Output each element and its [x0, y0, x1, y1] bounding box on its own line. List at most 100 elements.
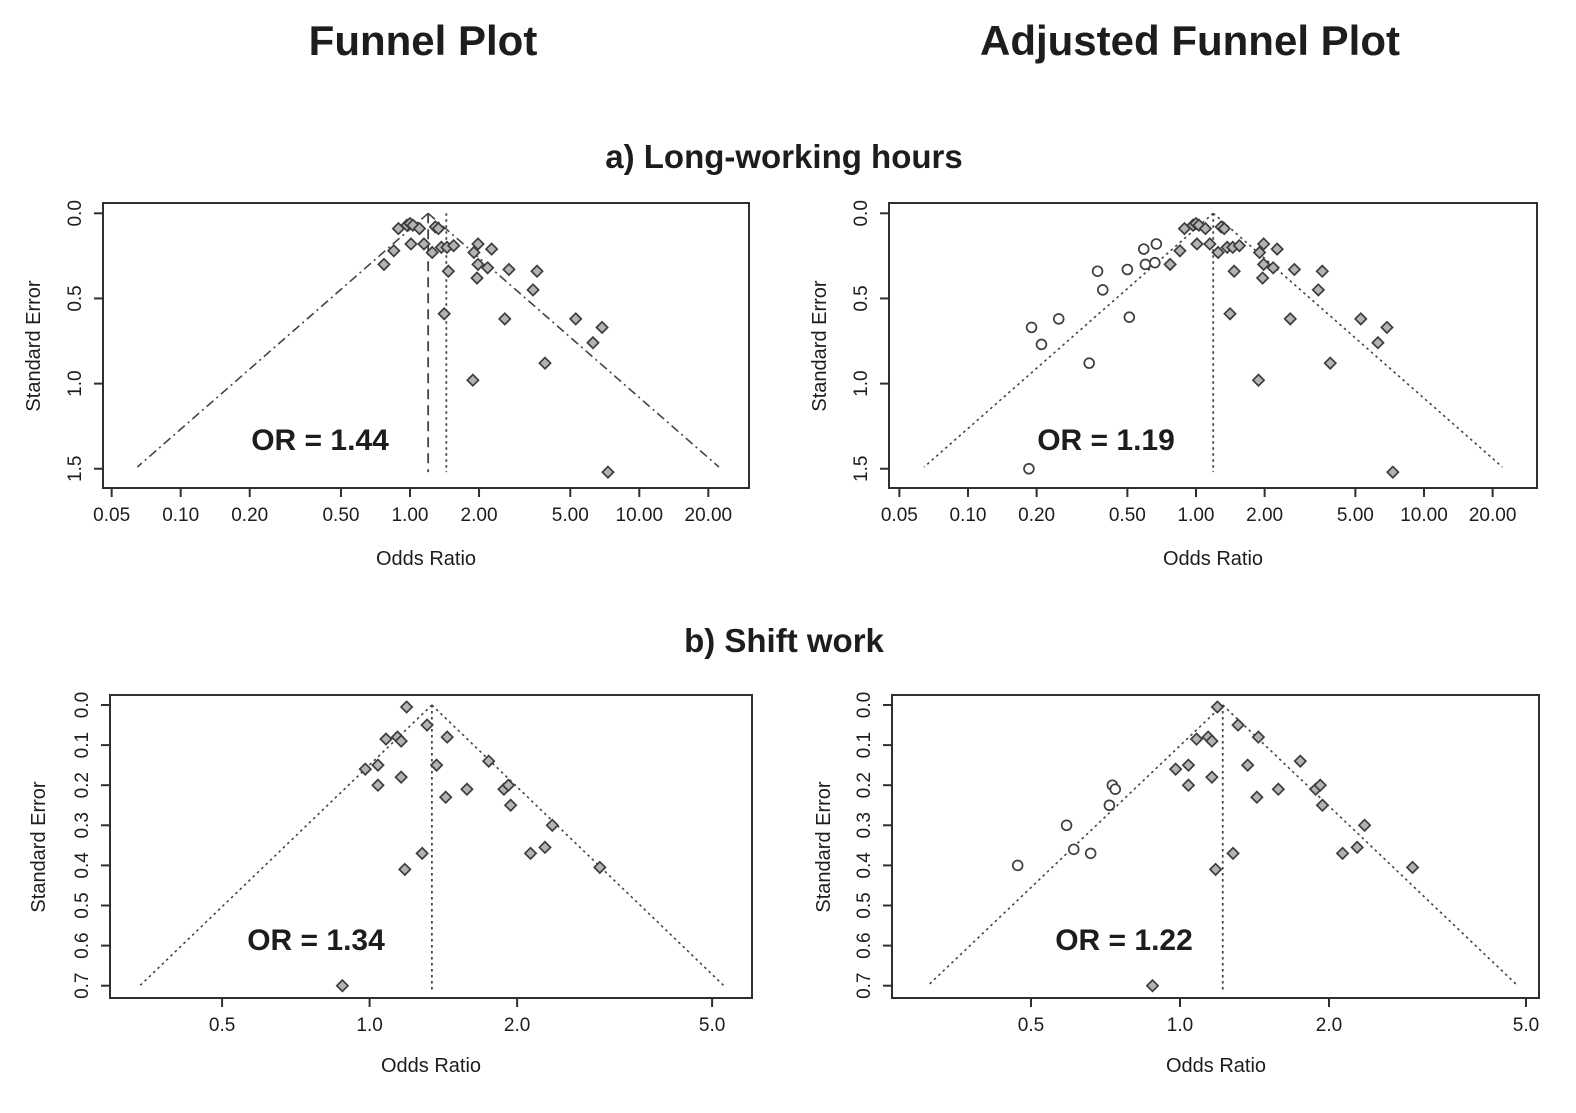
imputed-point-circle	[1123, 311, 1136, 323]
study-point-diamond	[1205, 734, 1219, 748]
study-point-diamond	[399, 700, 414, 714]
imputed-point-circle	[1139, 258, 1152, 271]
study-point-diamond	[429, 758, 444, 772]
y-tick-label: 0.5	[65, 285, 86, 311]
y-tick-label: 0.0	[854, 692, 875, 718]
study-point-diamond	[1250, 790, 1264, 805]
y-tick-label: 0.5	[854, 892, 875, 918]
x-tick-label: 10.00	[616, 505, 664, 526]
or-estimate-label: OR = 1.19	[1037, 424, 1175, 457]
study-point-diamond	[1315, 264, 1330, 279]
study-point-diamond	[586, 335, 600, 350]
study-point-diamond	[406, 218, 420, 233]
x-tick-label: 1.0	[1167, 1015, 1193, 1036]
study-point-diamond	[438, 790, 453, 805]
imputed-point-circle	[1138, 243, 1150, 255]
study-point-diamond	[460, 782, 474, 797]
study-point-diamond	[1283, 312, 1298, 326]
imputed-point-circle	[1025, 321, 1038, 334]
imputed-point-circle	[1060, 819, 1073, 832]
study-point-diamond	[593, 860, 607, 875]
imputed-point-circle	[1121, 263, 1134, 276]
x-tick-label: 2.00	[461, 505, 498, 526]
study-point-diamond	[1192, 218, 1206, 233]
y-tick-label: 1.0	[65, 370, 86, 396]
section-title-shift-work: b) Shift work	[684, 622, 884, 659]
x-tick-label: 5.0	[699, 1015, 725, 1036]
imputed-point-circle	[1011, 859, 1024, 872]
study-point-diamond	[358, 762, 373, 776]
y-tick-label: 0.0	[851, 200, 872, 226]
x-axis-title: Odds Ratio	[376, 548, 476, 570]
study-point-diamond	[545, 818, 560, 833]
study-point-diamond	[568, 312, 583, 326]
study-point-diamond	[1205, 770, 1219, 784]
study-point-diamond	[1386, 465, 1400, 479]
x-tick-label: 5.0	[1513, 1015, 1539, 1036]
y-tick-label: 1.5	[851, 456, 872, 482]
study-point-diamond	[471, 237, 485, 251]
imputed-point-circle	[1103, 799, 1116, 811]
study-point-diamond	[538, 840, 552, 855]
plot-adjusted-funnel-long-working-hours: 0.05 0.10 0.20 0.50 1.00 2.00 5.00 10.00 20.00 0.…	[851, 200, 1538, 526]
study-point-diamond	[1313, 778, 1328, 793]
study-point-diamond	[417, 237, 431, 251]
study-point-diamond	[425, 245, 440, 260]
study-point-diamond	[1217, 221, 1232, 236]
study-point-diamond	[538, 356, 552, 370]
x-tick-label: 10.00	[1400, 505, 1448, 526]
x-tick-label: 0.05	[881, 505, 918, 526]
or-estimate-label: OR = 1.34	[247, 924, 385, 957]
imputed-point-circle	[1052, 313, 1065, 325]
section-title-long-working-hours: a) Long-working hours	[605, 138, 962, 175]
y-tick-label: 0.3	[72, 812, 93, 838]
imputed-point-circle	[1083, 357, 1095, 369]
study-point-diamond	[1335, 846, 1350, 861]
study-point-diamond	[1231, 718, 1245, 732]
study-point-diamond	[398, 862, 412, 877]
study-point-diamond	[437, 306, 452, 321]
y-axis-title: Standard Error	[23, 280, 45, 412]
y-tick-label: 0.0	[65, 200, 86, 226]
y-tick-label: 0.6	[854, 932, 875, 958]
study-point-diamond	[1252, 245, 1267, 260]
y-tick-label: 0.5	[72, 892, 93, 918]
x-tick-label: 0.20	[1018, 505, 1055, 526]
x-tick-label: 2.0	[504, 1015, 530, 1036]
study-point-diamond	[1380, 320, 1394, 335]
study-point-diamond	[1323, 356, 1338, 370]
imputed-point-circle	[1109, 783, 1122, 795]
x-tick-label: 0.10	[162, 505, 199, 526]
study-point-diamond	[1210, 700, 1225, 714]
study-point-diamond	[1371, 335, 1385, 350]
study-point-diamond	[503, 798, 518, 813]
y-tick-label: 0.7	[854, 972, 875, 998]
funnel-line-right	[1212, 212, 1503, 468]
study-point-diamond	[1145, 978, 1160, 993]
study-point-diamond	[1181, 778, 1196, 793]
study-point-diamond	[1353, 312, 1368, 326]
study-point-diamond	[523, 846, 538, 861]
x-axis-title: Odds Ratio	[1166, 1055, 1266, 1077]
study-point-diamond	[497, 312, 512, 326]
x-tick-label: 0.5	[1018, 1015, 1044, 1036]
imputed-point-circle	[1097, 284, 1109, 296]
x-tick-label: 20.00	[685, 505, 733, 526]
y-tick-label: 0.4	[72, 852, 93, 879]
study-point-diamond	[412, 221, 427, 236]
study-point-diamond	[415, 846, 429, 861]
study-point-diamond	[1350, 840, 1364, 855]
funnel-line-right	[1222, 704, 1519, 987]
y-tick-label: 1.5	[65, 456, 86, 482]
x-axis-title: Odds Ratio	[1163, 548, 1263, 570]
study-point-diamond	[371, 758, 385, 772]
imputed-point-circle	[1150, 238, 1163, 250]
x-tick-label: 1.00	[1178, 505, 1215, 526]
study-point-diamond	[440, 730, 455, 744]
plot-box	[891, 694, 1540, 999]
study-point-diamond	[1189, 732, 1204, 746]
funnel-line-left	[139, 704, 433, 987]
plot-box	[109, 694, 753, 999]
study-point-diamond	[404, 237, 418, 251]
